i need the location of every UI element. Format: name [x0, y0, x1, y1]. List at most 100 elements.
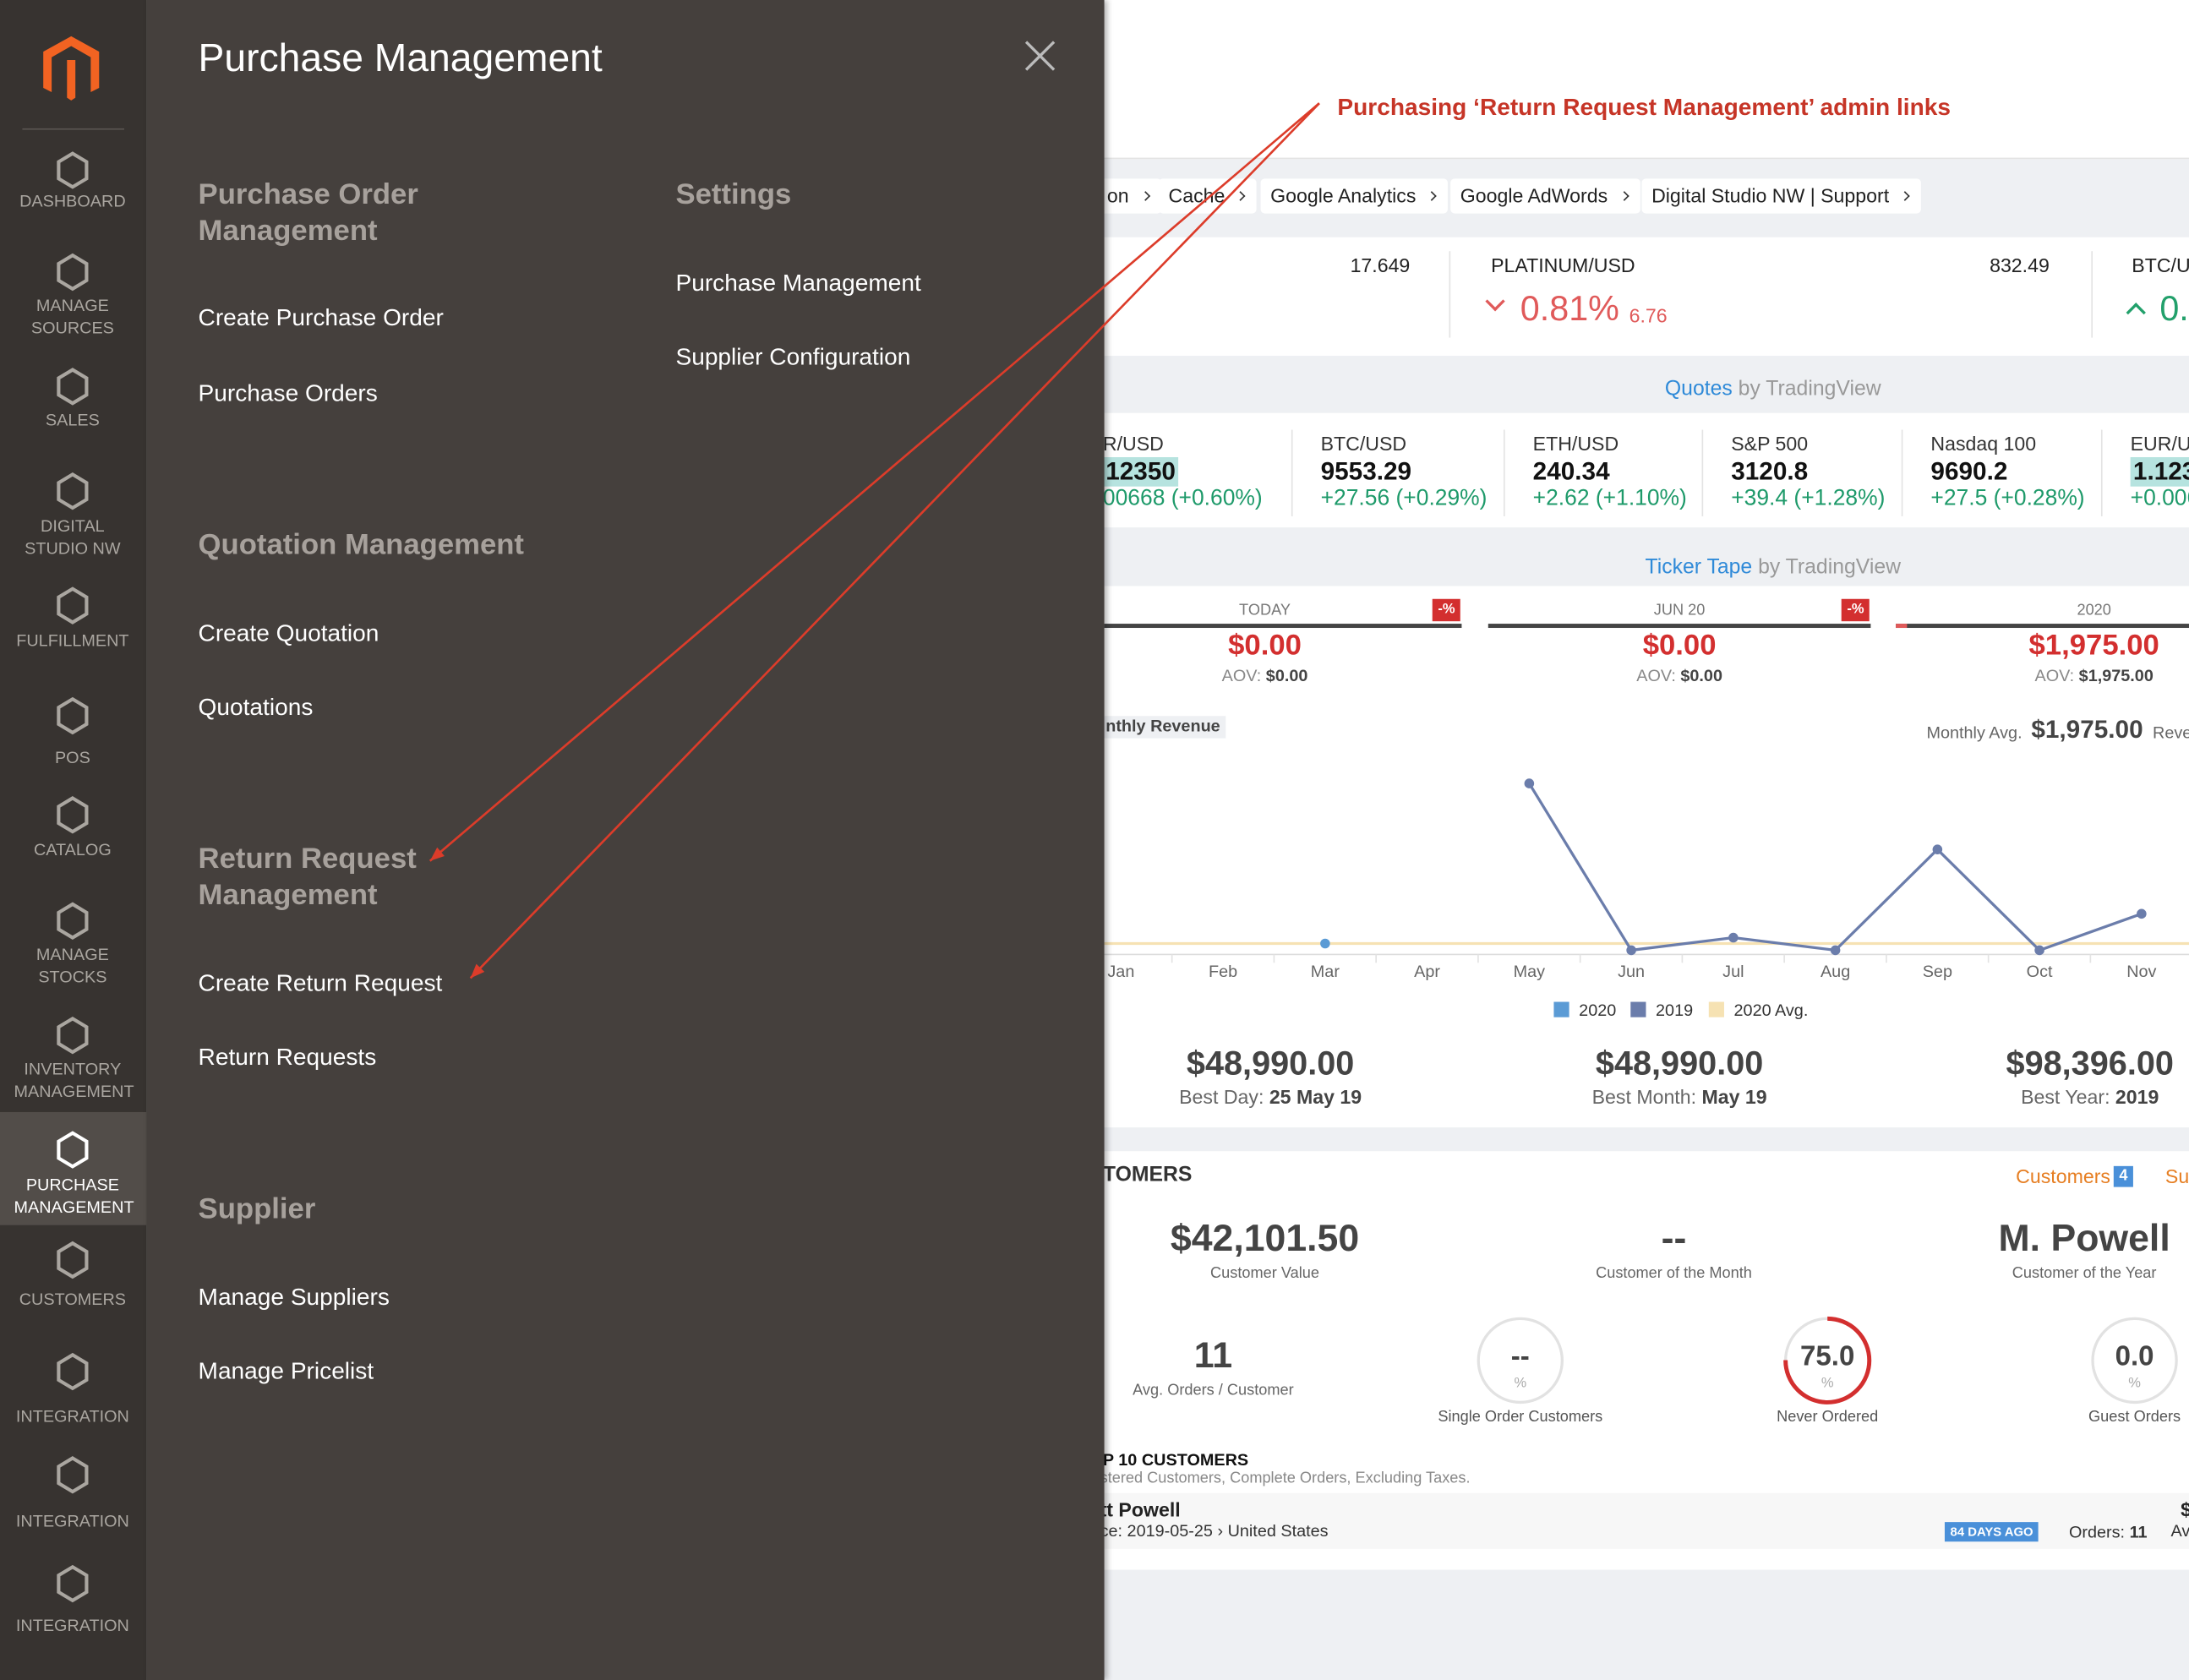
- kpi-badge: -%: [1432, 598, 1461, 621]
- menu-link[interactable]: Purchase Management: [675, 270, 921, 297]
- ticker-price: 832.49: [1990, 254, 2050, 276]
- ring-arc: [1783, 1316, 1872, 1405]
- ring-value: 0.0: [2115, 1341, 2154, 1372]
- stat-label: Customer of the Year: [2012, 1265, 2157, 1282]
- menu-link[interactable]: Purchase Orders: [198, 379, 378, 406]
- kpi-label: 2020: [2077, 602, 2111, 619]
- point: [1524, 778, 1535, 788]
- total-detail: Best Day: 25 May 19: [1179, 1086, 1362, 1108]
- stat-label: Avg. Orders / Customer: [1133, 1382, 1294, 1399]
- revenue-label: Reve: [2153, 723, 2189, 743]
- aov-label: AOV:: [1636, 665, 1676, 685]
- menu-item[interactable]: DIGITAL STUDIO NW: [25, 515, 121, 559]
- kpi-red-mark: [1896, 624, 1908, 629]
- menu-item[interactable]: DASHBOARD: [19, 191, 126, 211]
- icon-shape: [57, 1352, 89, 1391]
- legend-label: 2020: [1579, 1001, 1617, 1021]
- ring-caption: Single Order Customers: [1438, 1409, 1603, 1426]
- series-line: [1527, 783, 2143, 952]
- aov-value: $1,975.00: [2078, 665, 2154, 685]
- stat-value: --: [1661, 1217, 1687, 1260]
- menu-item[interactable]: INVENTORY MANAGEMENT: [14, 1059, 134, 1101]
- menu-item[interactable]: INTEGRATION: [15, 1406, 129, 1426]
- customer-name: tt Powell: [1100, 1498, 1181, 1521]
- menu-link[interactable]: Create Purchase Order: [198, 304, 444, 331]
- legend-swatch: [1708, 1001, 1724, 1017]
- breadcrumb[interactable]: Digital Studio NW | Support: [1641, 178, 1922, 214]
- aov-value: $0.00: [1680, 665, 1722, 685]
- icon-shape: [57, 796, 89, 834]
- menu-link[interactable]: Create Quotation: [198, 619, 379, 646]
- menu-link[interactable]: Create Return Request: [198, 969, 443, 997]
- stat-value: $42,101.50: [1170, 1217, 1360, 1260]
- section-heading: Supplier: [198, 1192, 316, 1225]
- avg-value: $: [2181, 1498, 2189, 1521]
- menu-link[interactable]: Supplier Configuration: [675, 343, 911, 370]
- quote-price: 9553.29: [1320, 457, 1412, 486]
- menu-link[interactable]: Manage Pricelist: [198, 1357, 374, 1385]
- top-sub: stered Customers, Complete Orders, Exclu…: [1100, 1470, 1471, 1487]
- legend-swatch: [1630, 1001, 1646, 1017]
- avg-label: Av: [2170, 1520, 2189, 1541]
- menu-icon: [57, 1016, 89, 1055]
- breadcrumb-text: Google AdWords: [1460, 183, 1608, 207]
- kpi-value: $1,975.00: [2028, 629, 2159, 662]
- icon-shape: [57, 1456, 89, 1494]
- quote-change: +2.62 (+1.10%): [1532, 486, 1687, 511]
- ticker-change: 0.: [2159, 289, 2189, 330]
- top-title: P 10 CUSTOMERS: [1102, 1449, 1249, 1470]
- menu-link[interactable]: Manage Suppliers: [198, 1284, 390, 1311]
- quote-divider: [1701, 429, 1704, 516]
- close-button[interactable]: [1024, 39, 1057, 73]
- ring-track: [2091, 1317, 2178, 1405]
- orders-label: Orders:: [2068, 1522, 2126, 1542]
- menu-item[interactable]: SALES: [45, 410, 100, 430]
- menu-link[interactable]: Return Requests: [198, 1044, 377, 1071]
- menu-item[interactable]: INTEGRATION: [15, 1511, 129, 1531]
- menu-item[interactable]: MANAGE STOCKS: [35, 944, 109, 987]
- icon-shape: [57, 902, 89, 940]
- menu-link[interactable]: Quotations: [198, 694, 314, 721]
- kpi-rule: [1488, 624, 1871, 629]
- quote-symbol: EUR/U: [2130, 432, 2189, 455]
- total-detail-value: 25 May 19: [1269, 1085, 1362, 1109]
- x-tick-label: Aug: [1820, 961, 1851, 981]
- kpi-label: JUN 20: [1653, 602, 1706, 619]
- menu-item[interactable]: PURCHASE MANAGEMENT: [14, 1175, 134, 1217]
- ring-caption: Guest Orders: [2088, 1409, 2181, 1426]
- ticker-change: 0.81%: [1520, 289, 1619, 330]
- menu-item[interactable]: MANAGE SOURCES: [30, 296, 114, 338]
- menu-icon: [57, 1456, 89, 1494]
- ticker-value: 17.649: [1350, 254, 1411, 276]
- menu-icon: [57, 696, 89, 735]
- menu-item[interactable]: POS: [54, 748, 90, 768]
- orders-value: 11: [2129, 1522, 2148, 1542]
- tab-link[interactable]: Su: [2164, 1165, 2189, 1188]
- total-label: Best Year:: [2021, 1085, 2110, 1109]
- orders: Orders: 11: [2069, 1522, 2148, 1541]
- ticker-divider: [1449, 251, 1451, 338]
- section-title: TOMERS: [1102, 1163, 1193, 1187]
- menu-item[interactable]: INTEGRATION: [15, 1616, 129, 1636]
- menu-icon: [57, 1241, 89, 1279]
- customers-link[interactable]: Customers: [2016, 1165, 2110, 1188]
- monthly-avg-value: $1,975.00: [2031, 715, 2143, 744]
- breadcrumb[interactable]: Google AdWords: [1450, 178, 1640, 214]
- stat-value: 11: [1193, 1334, 1233, 1377]
- panel-title: Purchase Management: [198, 35, 603, 79]
- x-tick-label: Oct: [2026, 961, 2053, 981]
- icon-shape: [57, 253, 89, 292]
- total-value: $98,396.00: [2006, 1045, 2174, 1083]
- quote-change: +0.006: [2130, 486, 2189, 511]
- menu-item[interactable]: CUSTOMERS: [19, 1289, 127, 1309]
- quote-change: +39.4 (+1.28%): [1731, 486, 1886, 511]
- menu-item[interactable]: CATALOG: [33, 839, 112, 860]
- total-value: $48,990.00: [1186, 1045, 1355, 1083]
- section-heading: Settings: [675, 178, 792, 211]
- ring-track: [1477, 1317, 1564, 1405]
- menu-item[interactable]: FULFILLMENT: [16, 630, 129, 651]
- ring-value: --: [1510, 1341, 1530, 1372]
- quote-symbol: S&P 500: [1731, 432, 1809, 455]
- logo: [43, 35, 100, 101]
